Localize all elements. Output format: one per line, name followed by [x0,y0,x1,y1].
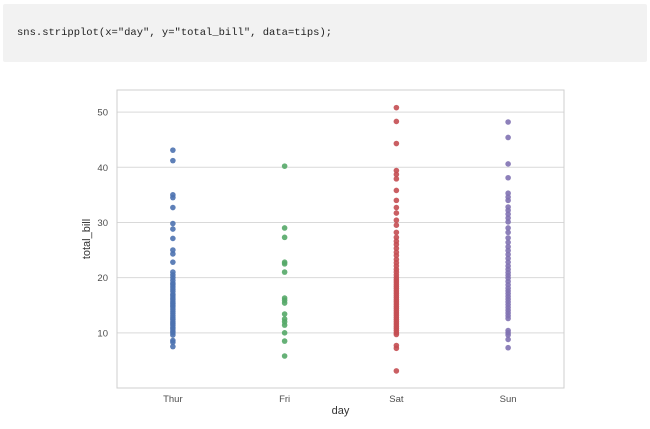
point-sat [393,118,400,125]
point-thur [170,259,176,265]
point-sat [393,171,400,178]
x-axis-label: day [332,405,350,417]
point-sat [393,229,400,236]
y-tick-label: 40 [97,163,108,174]
point-sun [505,174,511,181]
point-thur [170,220,176,227]
point-sat [393,176,400,182]
y-axis-label: total_bill [81,219,93,259]
point-fri [281,300,288,306]
point-sat [393,252,400,259]
point-sun [505,239,511,246]
point-sat [393,140,400,147]
point-thur [170,157,176,164]
point-sat [393,368,400,374]
point-sun [505,332,511,338]
code-cell[interactable]: sns.stripplot(x="day", y="total_bill", d… [3,4,647,62]
point-sat [393,204,400,211]
point-thur [170,332,176,338]
point-sat [393,241,400,248]
point-sun [505,247,511,254]
point-thur [170,235,176,242]
point-thur [170,147,176,153]
point-thur [170,204,176,211]
point-sun [505,215,511,221]
point-sat [393,104,400,111]
point-sun [505,315,511,322]
point-sat [393,197,400,204]
point-sun [505,243,511,250]
y-tick-labels: 10 20 30 40 50 [97,108,108,340]
point-fri [281,311,288,317]
point-sun [505,211,511,217]
point-thur [170,343,176,350]
point-sat [393,245,400,252]
point-sun [505,161,511,167]
point-fri [281,163,288,169]
code-text: sns.stripplot(x="day", y="total_bill", d… [17,27,333,39]
point-sun [505,225,511,231]
point-sat [393,331,400,338]
point-sat [393,345,400,352]
point-sun [505,219,511,225]
point-sun [505,207,511,214]
point-fri [281,225,288,231]
y-tick-label: 20 [97,273,108,284]
point-fri [281,330,288,336]
point-thur [170,226,176,232]
point-sat [393,167,400,174]
grid-lines [117,111,564,334]
y-tick-label: 10 [97,328,108,339]
point-sun [505,197,511,204]
point-sun [505,190,511,196]
point-fri [281,322,288,328]
point-sun [505,119,511,125]
point-sat [393,217,400,224]
y-tick-label: 50 [97,108,108,119]
point-sun [505,255,511,262]
point-sun [505,336,511,343]
point-sun [505,134,511,141]
point-sat [393,222,400,229]
point-sun [505,229,511,236]
data-points [170,104,511,374]
point-sat [393,210,400,216]
x-tick-label-fri: Fri [279,394,290,405]
x-tick-label-sat: Sat [389,394,404,405]
point-fri [281,338,288,344]
point-thur [170,194,176,201]
point-sat [393,187,400,194]
point-sun [505,344,511,351]
point-thur [170,339,176,345]
point-sun [505,235,511,241]
y-tick-label: 30 [97,218,108,229]
point-fri [281,234,288,241]
point-fri [281,261,288,267]
x-tick-label-thur: Thur [163,394,183,405]
axes-frame [116,89,565,389]
x-tick-labels: Thur Fri Sat Sun [163,394,516,405]
point-sun [505,259,511,265]
point-sun [505,251,511,258]
point-thur [170,247,176,253]
x-tick-label-sun: Sun [500,394,517,405]
point-sat [393,234,400,241]
point-thur [170,251,176,257]
point-fri [281,353,288,359]
point-fri [281,269,288,275]
